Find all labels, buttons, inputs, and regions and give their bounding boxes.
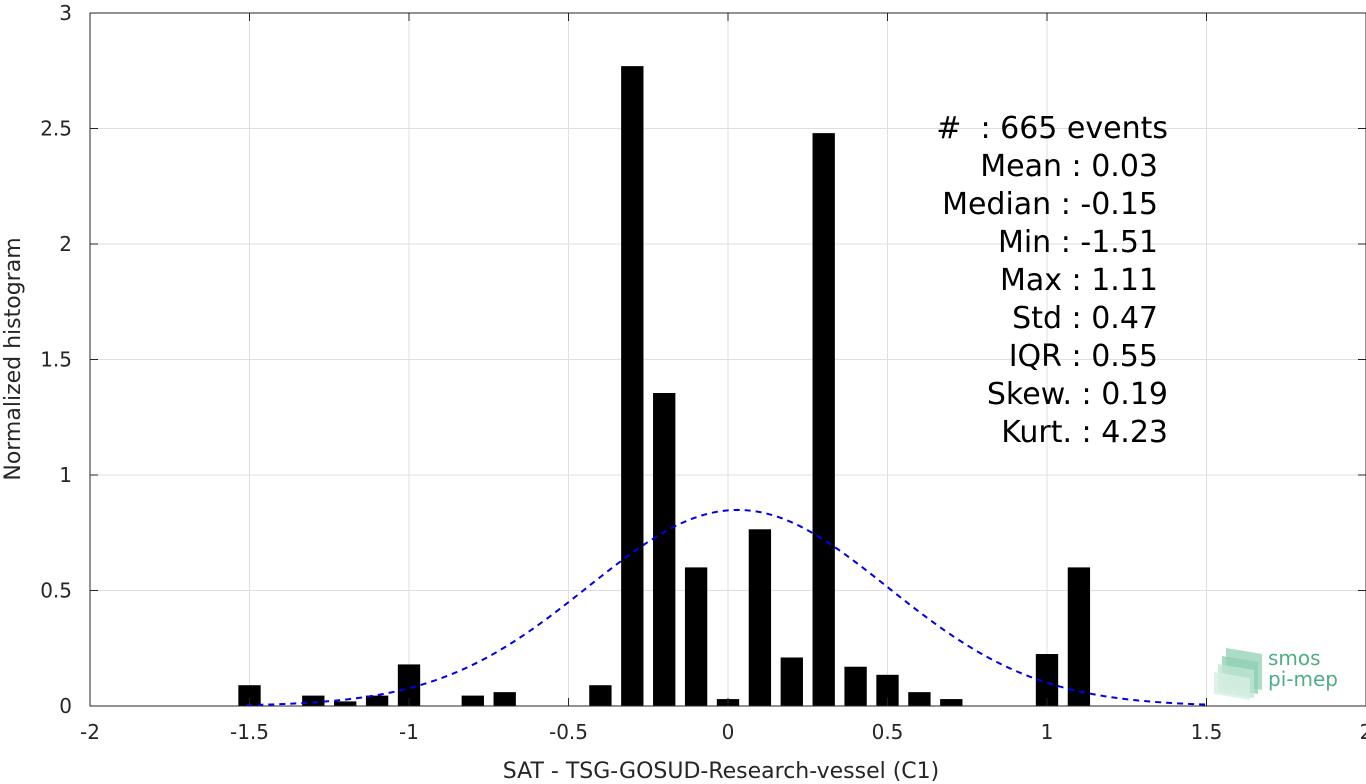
y-tick-labels: 0 0.5 1 1.5 2 2.5 3	[40, 1, 72, 718]
histogram-bar	[908, 692, 931, 706]
x-tick-label: -0.5	[549, 720, 588, 744]
x-tick-label: -1	[399, 720, 419, 744]
y-tick-label: 1	[59, 463, 72, 487]
histogram-bar	[397, 664, 421, 706]
smos-pi-mep-logo: smos pi-mep	[1214, 646, 1338, 700]
histogram-bar	[876, 674, 899, 706]
histogram-bar	[748, 529, 772, 706]
stat-max: Max : 1.11	[1000, 263, 1158, 298]
stat-iqr: IQR : 0.55	[1009, 339, 1158, 374]
histogram-bar	[812, 133, 835, 706]
histogram-bar	[653, 392, 676, 706]
y-tick-label: 2	[59, 232, 72, 256]
y-tick-label: 2.5	[40, 117, 72, 141]
normal-fit-curve	[246, 508, 1210, 707]
histogram-bar	[493, 692, 516, 706]
x-tick-label: 0	[722, 720, 735, 744]
stat-skew: Skew. : 0.19	[987, 377, 1168, 412]
histogram-bar	[684, 567, 708, 706]
y-tick-label: 0.5	[40, 579, 72, 603]
axis-ticks	[89, 12, 1366, 707]
histogram-bar	[461, 695, 484, 706]
histogram-bar	[365, 695, 389, 706]
x-tick-label: 0.5	[872, 720, 904, 744]
histogram-bar	[780, 657, 803, 706]
histogram-bar	[302, 695, 325, 706]
stat-min: Min : -1.51	[998, 225, 1158, 260]
logo-mark-icon	[1214, 648, 1262, 700]
histogram-bars	[238, 66, 1091, 706]
y-tick-label: 3	[59, 1, 72, 25]
stat-mean: Mean : 0.03	[980, 149, 1158, 184]
logo-line2: pi-mep	[1268, 667, 1338, 691]
stats-box: # : 665 events Mean : 0.03 Median : -0.1…	[936, 111, 1168, 450]
stat-kurt: Kurt. : 4.23	[1001, 415, 1168, 450]
grid-lines	[89, 12, 1366, 707]
y-axis-label: Normalized histogram	[1, 237, 26, 480]
histogram-bar	[940, 699, 963, 706]
histogram-bar	[334, 701, 357, 706]
x-tick-label: 1.5	[1191, 720, 1223, 744]
y-tick-label: 1.5	[40, 348, 72, 372]
stat-median: Median : -0.15	[942, 187, 1158, 222]
x-tick-label: -2	[80, 720, 100, 744]
stat-std: Std : 0.47	[1012, 301, 1158, 336]
y-tick-label: 0	[59, 694, 72, 718]
x-tick-label: 1	[1041, 720, 1054, 744]
x-axis-label: SAT - TSG-GOSUD-Research-vessel (C1)	[503, 759, 940, 784]
histogram-bar	[1035, 654, 1059, 706]
logo-line1: smos	[1268, 646, 1321, 670]
histogram-bar	[589, 685, 612, 706]
histogram-bar	[238, 685, 261, 706]
x-tick-label: 2	[1360, 720, 1366, 744]
histogram-bar	[621, 66, 644, 706]
stat-events: # : 665 events	[936, 111, 1168, 146]
histogram-bar	[1067, 567, 1091, 706]
x-tick-label: -1.5	[230, 720, 269, 744]
x-tick-labels: -2 -1.5 -1 -0.5 0 0.5 1 1.5 2	[80, 720, 1366, 744]
histogram-bar	[844, 666, 867, 706]
